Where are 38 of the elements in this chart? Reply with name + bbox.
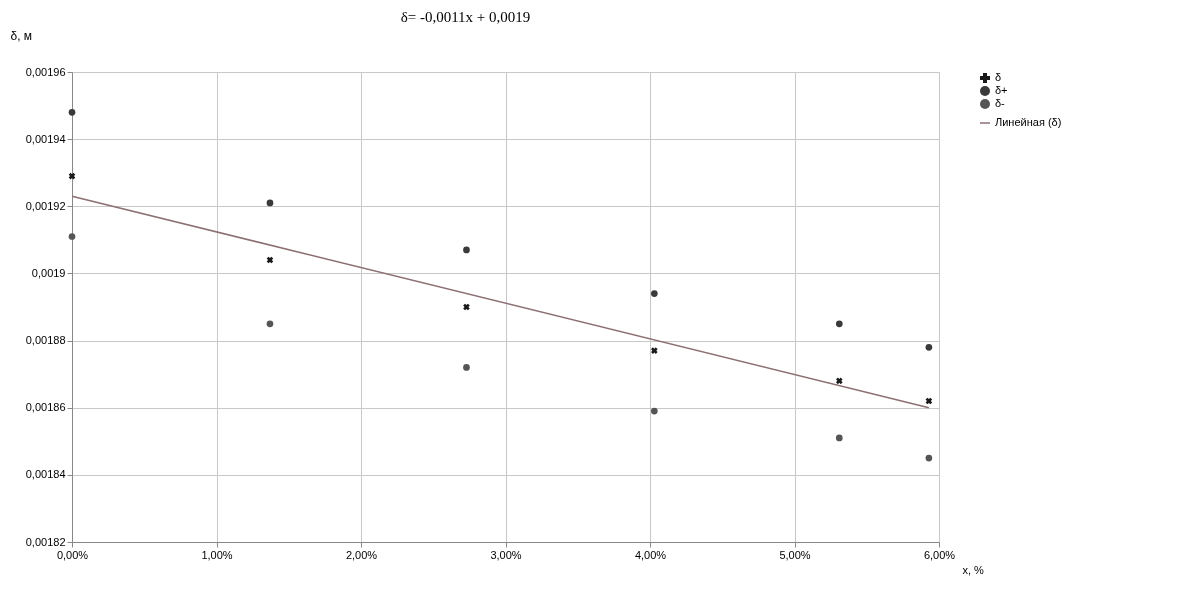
point (650, 407, 658, 415)
legend-label: δ (995, 71, 1002, 83)
x-tick-label: 1,00% (201, 548, 233, 561)
y-tick-label: 0,0019 (31, 266, 66, 279)
y-tick-label: 0,00196 (25, 65, 66, 78)
y-tick-label: 0,00194 (25, 132, 66, 145)
y-axis-title: δ, м (10, 28, 33, 43)
chart-title: δ= -0,0011x + 0,0019 (400, 9, 531, 25)
x-tick-label: 3,00% (490, 548, 522, 561)
point (463, 303, 470, 311)
legend-label: δ+ (995, 84, 1008, 96)
y-tick-label: 0,00184 (25, 468, 66, 481)
y-tick-label: 0,00182 (25, 535, 66, 548)
y-tick-label: 0,00186 (25, 401, 66, 414)
point (835, 434, 843, 442)
x-tick-label: 6,00% (923, 548, 956, 561)
point (835, 377, 843, 385)
point (835, 320, 843, 328)
point (650, 290, 658, 297)
point (463, 364, 470, 371)
point (651, 347, 658, 354)
x-tick-label: 5,00% (779, 548, 811, 561)
x-axis-title: x, % (962, 563, 985, 576)
legend-label: δ- (995, 97, 1006, 109)
point (925, 343, 933, 351)
y-tick-label: 0,00192 (25, 199, 66, 212)
x-tick-label: 0,00% (56, 548, 89, 561)
point (463, 246, 470, 254)
x-tick-label: 2,00% (345, 548, 378, 561)
point (266, 199, 274, 207)
point (925, 454, 933, 462)
y-tick-label: 0,00188 (25, 334, 66, 347)
point (68, 108, 76, 116)
legend-label: Линейная (δ) (995, 116, 1062, 128)
point (925, 397, 933, 405)
point (68, 233, 76, 240)
x-tick-label: 4,00% (634, 548, 667, 561)
point (266, 320, 274, 328)
